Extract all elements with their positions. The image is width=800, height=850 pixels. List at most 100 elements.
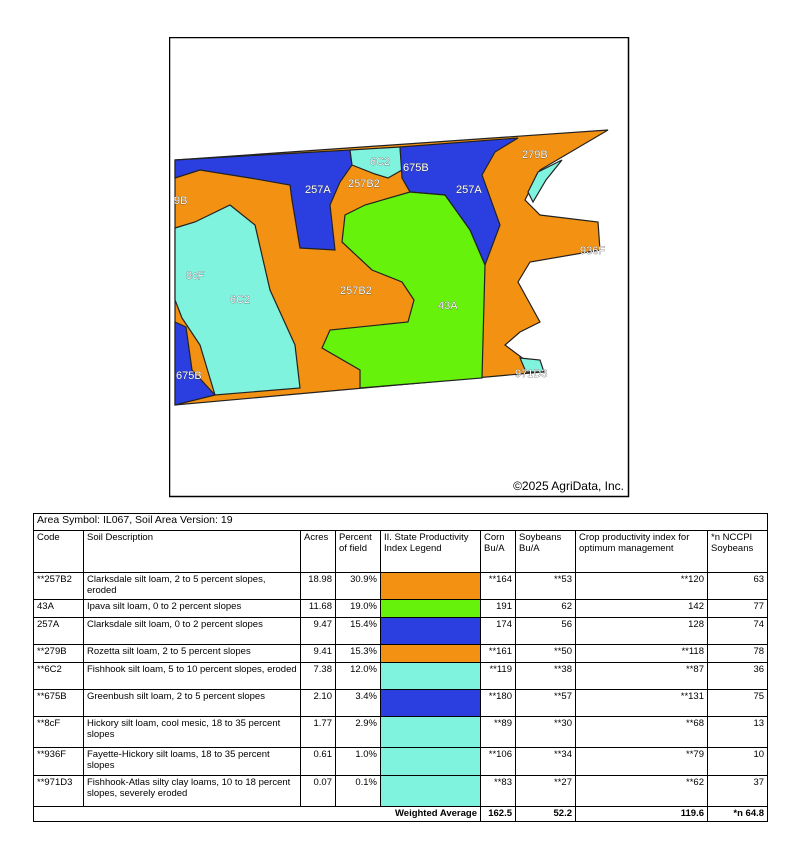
table-cell: 62 <box>515 599 576 618</box>
map-label: 675B <box>176 370 202 382</box>
table-cell: 9.47 <box>300 617 336 645</box>
table-cell: Rozetta silt loam, 2 to 5 percent slopes <box>83 644 301 663</box>
legend-swatch <box>381 690 480 716</box>
table-cell: 174 <box>480 617 516 645</box>
table-row: **675B Greenbush silt loam, 2 to 5 percen… <box>33 689 769 717</box>
table-cell: **971D3 <box>33 775 84 807</box>
legend-swatch-cell <box>380 644 481 663</box>
map-label: 971D3 <box>515 368 547 380</box>
table-row: 43A Ipava silt loam, 0 to 2 percent slope… <box>33 599 769 618</box>
table-cell: 36 <box>706 662 769 690</box>
map-label: 936F <box>580 245 605 257</box>
table-cell: 74 <box>706 617 769 645</box>
table-cell: Fayette-Hickory silt loams, 18 to 35 per… <box>83 747 301 776</box>
header-cell: Corn Bu/A <box>480 530 516 573</box>
table-cell: **6C2 <box>33 662 84 690</box>
table-cell: 142 <box>575 599 708 618</box>
table-cell: **257B2 <box>33 572 84 600</box>
table-cell: 1.77 <box>300 716 336 748</box>
header-cell: Percent of field <box>335 530 381 573</box>
header-cell: Crop productivity index for optimum mana… <box>575 530 708 573</box>
table-cell: **30 <box>515 716 576 748</box>
copyright: ©2025 AgriData, Inc. <box>513 479 624 493</box>
table-cell: **131 <box>575 689 708 717</box>
table-cell: 2.9% <box>335 716 381 748</box>
table-title: Area Symbol: IL067, Soil Area Version: 1… <box>32 513 769 531</box>
table-cell: 56 <box>515 617 576 645</box>
table-cell: 78 <box>706 644 769 663</box>
table-cell: **83 <box>480 775 516 807</box>
table-cell: **38 <box>515 662 576 690</box>
table-cell: **8cF <box>33 716 84 748</box>
table-cell: 7.38 <box>300 662 336 690</box>
footer-cell: 52.2 <box>515 806 576 822</box>
table-cell: 77 <box>706 599 769 618</box>
table-cell: 13 <box>706 716 769 748</box>
header-cell: *n NCCPI Soybeans <box>706 530 769 573</box>
table-cell: **62 <box>575 775 708 807</box>
table-cell: Hickory silt loam, cool mesic, 18 to 35 … <box>83 716 301 748</box>
table-cell: **675B <box>33 689 84 717</box>
map-label: 8cF <box>186 270 205 282</box>
table-cell: 10 <box>706 747 769 776</box>
legend-swatch-cell <box>380 716 481 748</box>
legend-swatch-cell <box>380 775 481 807</box>
legend-swatch-cell <box>380 747 481 776</box>
table-cell: Fishhook-Atlas silty clay loams, 10 to 1… <box>83 775 301 807</box>
legend-swatch <box>381 776 480 806</box>
table-cell: **120 <box>575 572 708 600</box>
header-cell: II. State Productivity Index Legend <box>380 530 481 573</box>
map-label: 279B <box>522 149 548 161</box>
map-label: 257B2 <box>348 178 380 190</box>
table-cell: **936F <box>33 747 84 776</box>
table-cell: 18.98 <box>300 572 336 600</box>
table-cell: **180 <box>480 689 516 717</box>
legend-swatch <box>381 717 480 747</box>
legend-swatch <box>381 573 480 599</box>
legend-swatch-cell <box>380 662 481 690</box>
table-cell: **161 <box>480 644 516 663</box>
table-row: **6C2 Fishhook silt loam, 5 to 10 percent… <box>33 662 769 690</box>
legend-swatch <box>381 663 480 689</box>
table-row: **257B2 Clarksdale silt loam, 2 to 5 perc… <box>33 572 769 600</box>
soil-table: Area Symbol: IL067, Soil Area Version: 1… <box>32 513 769 822</box>
table-cell: 19.0% <box>335 599 381 618</box>
header-cell: Code <box>33 530 84 573</box>
table-row: **936F Fayette-Hickory silt loams, 18 to … <box>33 747 769 776</box>
table-row: Weighted Average 162.5 52.2 119.6 *n 64.8 <box>33 806 769 822</box>
soil-polygon <box>174 204 301 396</box>
header-cell: Soil Description <box>83 530 301 573</box>
soil-polygon <box>527 159 563 204</box>
table-cell: **279B <box>33 644 84 663</box>
footer-cell: *n 64.8 <box>706 806 769 822</box>
table-cell: Clarksdale silt loam, 2 to 5 percent slo… <box>83 572 301 600</box>
table-cell: 0.1% <box>335 775 381 807</box>
table-cell: 75 <box>706 689 769 717</box>
table-cell: **119 <box>480 662 516 690</box>
legend-swatch <box>381 645 480 662</box>
table-cell: **89 <box>480 716 516 748</box>
header-cell: Acres <box>300 530 336 573</box>
table-cell: 191 <box>480 599 516 618</box>
table-cell: **53 <box>515 572 576 600</box>
legend-swatch <box>381 600 480 617</box>
table-row: **279B Rozetta silt loam, 2 to 5 percent … <box>33 644 769 663</box>
table-cell: 12.0% <box>335 662 381 690</box>
table-cell: 9.41 <box>300 644 336 663</box>
table-cell: 0.61 <box>300 747 336 776</box>
table-cell: 128 <box>575 617 708 645</box>
table-row: Code Soil Description Acres Percent of fiel… <box>33 530 769 573</box>
table-cell: 37 <box>706 775 769 807</box>
map-label: 43A <box>438 300 458 312</box>
table-cell: **34 <box>515 747 576 776</box>
table-cell: 30.9% <box>335 572 381 600</box>
table-row: **8cF Hickory silt loam, cool mesic, 18 t… <box>33 716 769 748</box>
soil-polygon <box>174 321 217 406</box>
footer-cell: 119.6 <box>575 806 708 822</box>
map-label: 6C2 <box>370 156 390 168</box>
table-cell: **50 <box>515 644 576 663</box>
table-cell: **68 <box>575 716 708 748</box>
map-label: 675B <box>403 162 429 174</box>
table-cell: Ipava silt loam, 0 to 2 percent slopes <box>83 599 301 618</box>
